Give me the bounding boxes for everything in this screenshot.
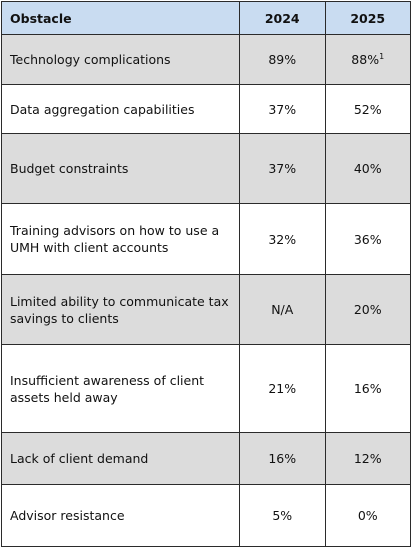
table-row: Insufficient awareness of client assets …	[1, 344, 411, 433]
value-2024-cell: N/A	[239, 274, 326, 345]
value-2024-cell: 37%	[239, 84, 326, 134]
obstacle-cell: Technology complications	[1, 34, 240, 85]
value-2025-cell: 36%	[324, 203, 411, 275]
table-row: Data aggregation capabilities 37% 52%	[1, 84, 411, 134]
value-2025-cell: 88%1	[324, 34, 411, 85]
value-2024-cell: 5%	[239, 484, 326, 547]
obstacle-cell: Lack of client demand	[1, 432, 240, 485]
table-header-row: Obstacle 2024 2025	[1, 1, 411, 35]
obstacle-cell: Training advisors on how to use a UMH wi…	[1, 203, 240, 275]
obstacle-cell: Data aggregation capabilities	[1, 84, 240, 134]
table-row: Lack of client demand 16% 12%	[1, 432, 411, 485]
value-2025-cell: 52%	[324, 84, 411, 134]
footnote-marker: 1	[379, 51, 385, 61]
header-2024: 2024	[239, 1, 326, 35]
value-2024-cell: 32%	[239, 203, 326, 275]
table-row: Limited ability to communicate tax savin…	[1, 274, 411, 345]
value-2024-cell: 21%	[239, 344, 326, 433]
obstacle-cell: Insufficient awareness of client assets …	[1, 344, 240, 433]
table-row: Advisor resistance 5% 0%	[1, 484, 411, 547]
value-2025-cell: 12%	[324, 432, 411, 485]
value-2025-text: 88%	[351, 52, 380, 67]
header-2025: 2025	[324, 1, 411, 35]
value-2024-cell: 16%	[239, 432, 326, 485]
value-2025-cell: 16%	[324, 344, 411, 433]
obstacle-cell: Budget constraints	[1, 133, 240, 204]
table-row: Training advisors on how to use a UMH wi…	[1, 203, 411, 275]
header-obstacle: Obstacle	[1, 1, 240, 35]
obstacle-cell: Limited ability to communicate tax savin…	[1, 274, 240, 345]
table-row: Budget constraints 37% 40%	[1, 133, 411, 204]
obstacle-cell: Advisor resistance	[1, 484, 240, 547]
value-2025-cell: 0%	[324, 484, 411, 547]
value-2025-cell: 40%	[324, 133, 411, 204]
table-row: Technology complications 89% 88%1	[1, 34, 411, 85]
value-2024-cell: 37%	[239, 133, 326, 204]
value-2025-cell: 20%	[324, 274, 411, 345]
value-2024-cell: 89%	[239, 34, 326, 85]
